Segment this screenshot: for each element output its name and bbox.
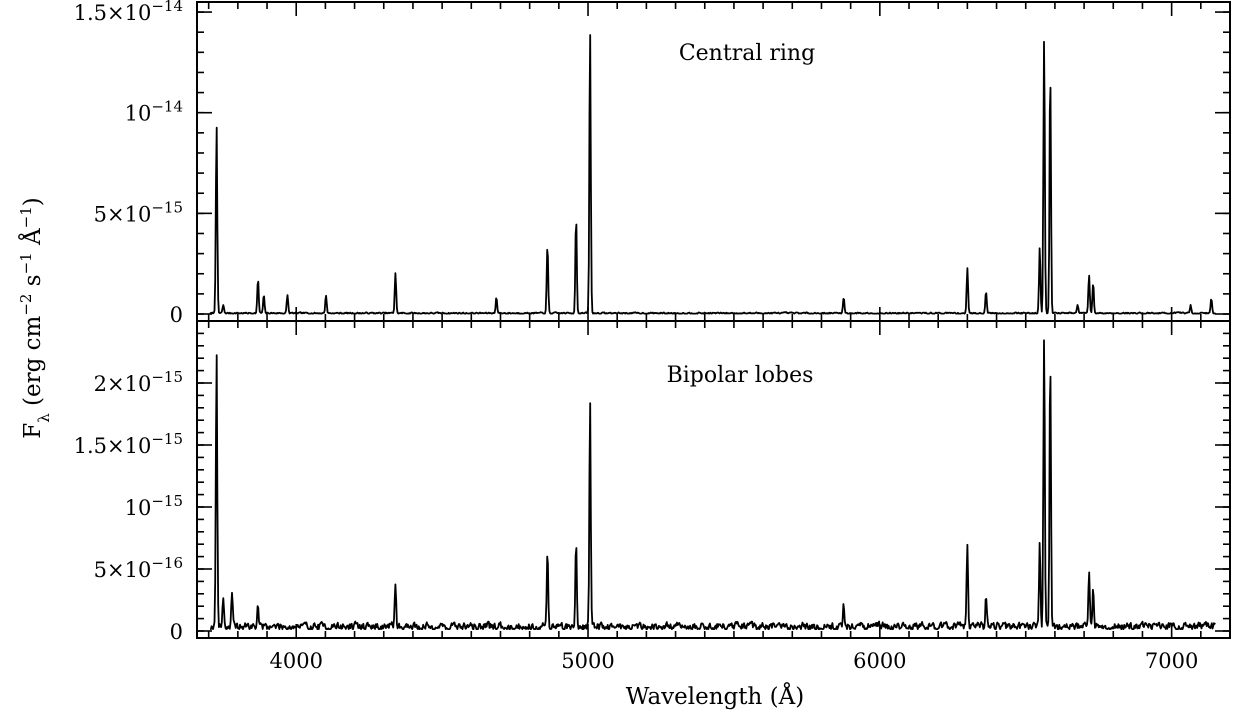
x-tick-label: 7000: [1145, 649, 1198, 673]
panel-label: Bipolar lobes: [667, 363, 814, 388]
plot-frame: [196, 320, 1231, 639]
panel-bipolar-lobes: 0 5×10−16 10−15 1.5×10−15 2×10−15 Bipolar lob…: [74, 320, 1231, 673]
panel-central-ring: 0 5×10−15 10−14 1.5×10−14 Central ring: [74, 0, 1231, 327]
spectrum-line: [209, 339, 1216, 630]
y-tick-label: 2×10−15: [94, 368, 183, 396]
x-tick-label: 4000: [269, 649, 322, 673]
y-tick-label: 5×10−15: [94, 198, 183, 226]
x-tick-label: 5000: [561, 649, 614, 673]
x-tick-label: 6000: [853, 649, 906, 673]
y-tick-label: 1.5×10−15: [74, 430, 183, 458]
panel-label: Central ring: [679, 41, 815, 66]
y-tick-label: 1.5×10−14: [74, 0, 183, 25]
y-tick-label: 10−15: [125, 492, 183, 520]
x-axis-title: Wavelength (Å): [626, 682, 804, 710]
y-tick-label: 0: [170, 620, 183, 644]
y-tick-label: 10−14: [125, 98, 183, 126]
y-axis-title: Fλ (erg cm−2 s−1 Å−1): [17, 197, 53, 439]
spectrum-line: [209, 34, 1216, 315]
y-tick-label: 5×10−16: [94, 554, 183, 582]
y-tick-label: 0: [170, 303, 183, 327]
